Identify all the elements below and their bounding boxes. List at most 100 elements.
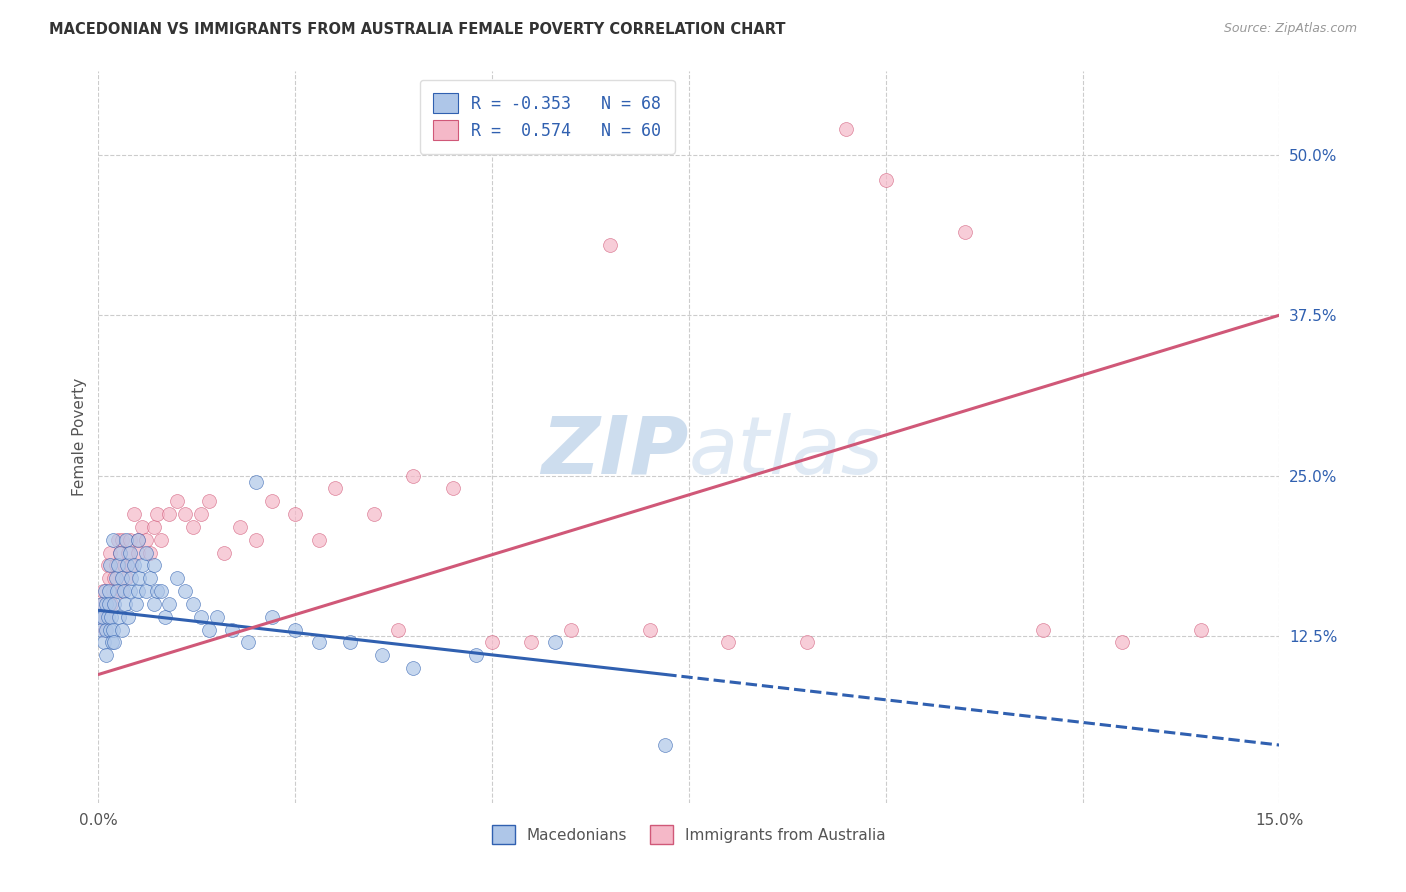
Point [125, 597, 148, 611]
Y-axis label: Female Poverty: Female Poverty [72, 378, 87, 496]
Point [197, 623, 219, 637]
Point [1032, 623, 1054, 637]
Text: ZIP: ZIP [541, 413, 689, 491]
Point [96, 597, 118, 611]
Point [97, 558, 120, 573]
Point [121, 571, 143, 585]
Point [953, 225, 976, 239]
Point [363, 507, 385, 521]
Point [221, 623, 243, 637]
Text: atlas: atlas [689, 413, 884, 491]
Point [111, 623, 134, 637]
Point [118, 584, 141, 599]
Point [110, 545, 132, 559]
Point [544, 635, 567, 649]
Point [98, 597, 121, 611]
Point [105, 584, 128, 599]
Point [127, 545, 149, 559]
Point [103, 635, 125, 649]
Point [89, 609, 111, 624]
Point [717, 635, 740, 649]
Point [112, 558, 135, 573]
Point [103, 597, 125, 611]
Point [146, 584, 169, 599]
Point [1111, 635, 1133, 649]
Point [89, 609, 111, 624]
Point [284, 623, 307, 637]
Point [101, 623, 124, 637]
Point [127, 533, 149, 547]
Point [107, 558, 129, 573]
Point [96, 609, 118, 624]
Point [111, 584, 134, 599]
Point [115, 558, 138, 573]
Point [308, 533, 330, 547]
Point [323, 482, 346, 496]
Point [93, 584, 115, 599]
Point [835, 122, 858, 136]
Point [157, 597, 180, 611]
Point [96, 648, 118, 663]
Point [284, 507, 307, 521]
Point [245, 475, 267, 489]
Point [441, 482, 464, 496]
Point [402, 661, 425, 675]
Point [91, 597, 114, 611]
Point [339, 635, 361, 649]
Point [91, 609, 114, 624]
Point [599, 237, 621, 252]
Point [93, 635, 115, 649]
Point [101, 584, 124, 599]
Point [93, 623, 115, 637]
Point [875, 173, 897, 187]
Point [560, 623, 582, 637]
Point [117, 609, 139, 624]
Point [166, 571, 188, 585]
Point [142, 520, 165, 534]
Point [128, 571, 150, 585]
Point [142, 597, 165, 611]
Point [98, 571, 121, 585]
Point [387, 623, 409, 637]
Point [155, 609, 177, 624]
Point [101, 533, 124, 547]
Point [110, 545, 132, 559]
Point [111, 533, 134, 547]
Point [174, 507, 197, 521]
Point [229, 520, 252, 534]
Point [100, 597, 122, 611]
Point [796, 635, 818, 649]
Point [135, 533, 157, 547]
Point [481, 635, 503, 649]
Point [371, 648, 394, 663]
Point [107, 533, 129, 547]
Point [402, 468, 425, 483]
Point [112, 584, 135, 599]
Point [127, 533, 149, 547]
Point [97, 584, 120, 599]
Point [138, 545, 160, 559]
Point [260, 494, 283, 508]
Point [190, 507, 212, 521]
Point [205, 609, 228, 624]
Point [90, 623, 112, 637]
Point [118, 545, 141, 559]
Point [260, 609, 283, 624]
Point [108, 609, 131, 624]
Point [91, 584, 114, 599]
Point [214, 545, 236, 559]
Point [174, 584, 197, 599]
Point [638, 623, 661, 637]
Point [308, 635, 330, 649]
Point [150, 533, 173, 547]
Point [117, 545, 139, 559]
Point [97, 609, 120, 624]
Point [190, 609, 212, 624]
Point [98, 623, 121, 637]
Point [100, 609, 122, 624]
Point [138, 571, 160, 585]
Point [520, 635, 543, 649]
Point [114, 597, 136, 611]
Point [197, 494, 219, 508]
Text: MACEDONIAN VS IMMIGRANTS FROM AUSTRALIA FEMALE POVERTY CORRELATION CHART: MACEDONIAN VS IMMIGRANTS FROM AUSTRALIA … [49, 22, 786, 37]
